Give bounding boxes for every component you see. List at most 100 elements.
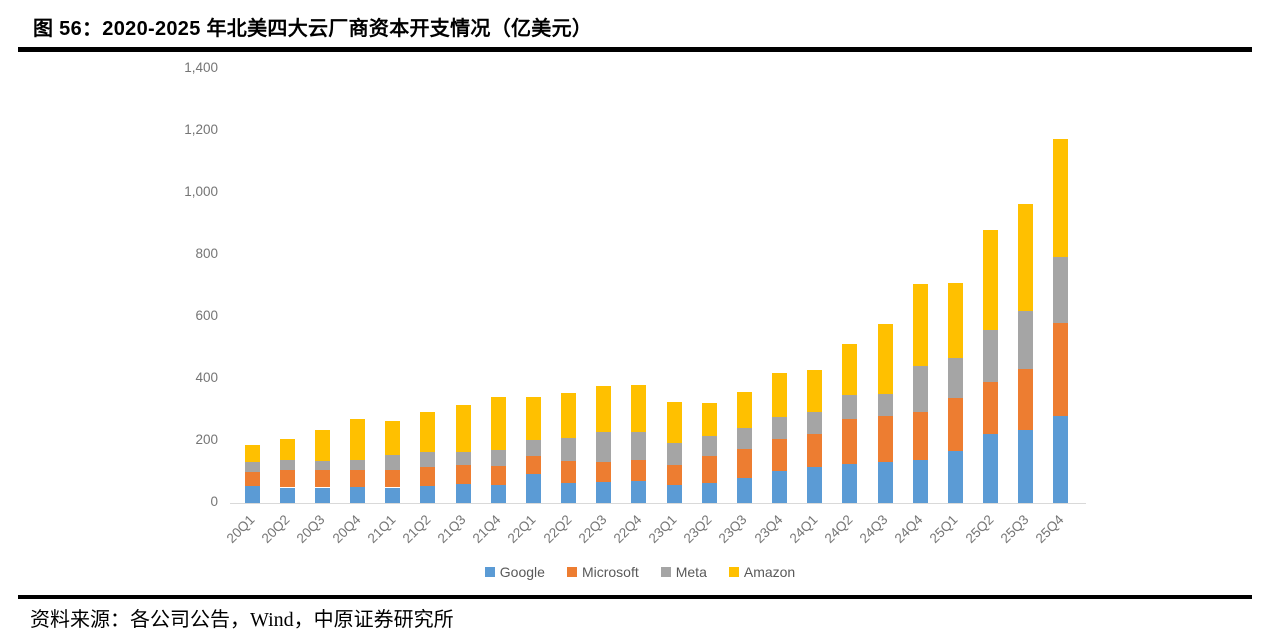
bar-segment-google [772,470,788,503]
bar-segment-amazon [525,397,541,441]
bar-segment-google [561,482,577,503]
bar-segment-amazon [244,444,260,463]
bar-segment-amazon [772,373,788,417]
bar-segment-google [525,473,541,503]
bar-segment-amazon [314,429,330,461]
bar-segment-meta [912,365,928,413]
y-axis-tick-label: 200 [195,432,218,447]
bar-segment-microsoft [912,412,928,461]
bar-segment-meta [596,432,612,462]
bar-segment-google [947,450,963,503]
bar-segment-google [314,487,330,503]
bar-segment-microsoft [701,455,717,484]
bar-segment-meta [842,395,858,420]
legend-item-meta: Meta [660,564,707,580]
bar-segment-meta [772,416,788,440]
legend-label: Microsoft [581,564,639,580]
legend-item-microsoft: Microsoft [566,564,639,580]
bar-segment-meta [1018,310,1034,369]
bar-segment-microsoft [736,449,752,478]
bar-segment-meta [877,393,893,416]
bar-segment-meta [561,437,577,462]
bar-segment-microsoft [596,461,612,482]
bar-segment-meta [490,449,506,466]
bar-segment-amazon [1053,139,1069,258]
y-axis-tick-label: 600 [195,308,218,323]
bar-segment-google [631,480,647,503]
bar-segment-meta [350,459,365,470]
bar-segment-amazon [807,369,823,413]
y-axis-tick-label: 800 [195,246,218,261]
bar-segment-google [877,462,893,503]
bar-segment-amazon [666,402,682,444]
bar-segment-amazon [983,230,999,330]
chart-legend: Google Microsoft Meta Amazon [230,564,1050,580]
bar-segment-microsoft [525,455,541,474]
y-axis-tick-label: 1,200 [184,122,218,137]
bar-segment-google [490,485,506,503]
legend-item-amazon: Amazon [728,564,796,580]
legend-label: Amazon [743,564,796,580]
bar-segment-google [279,487,295,503]
bar-segment-amazon [877,324,893,394]
bar-segment-google [807,466,823,503]
bar-segment-google [912,460,928,503]
y-axis-tick-label: 1,400 [184,60,218,75]
bar-segment-amazon [842,343,858,396]
bar-segment-amazon [596,385,612,433]
bar-segment-microsoft [314,470,330,488]
bar-segment-microsoft [279,470,295,488]
legend-label: Meta [675,564,707,580]
bar-segment-microsoft [983,382,999,435]
figure-title: 图 56：2020-2025 年北美四大云厂商资本开支情况（亿美元） [33,18,593,40]
bar-segment-google [350,486,365,503]
bar-segment-google [842,464,858,503]
bar-segment-meta [736,428,752,450]
bar-segment-google [455,484,471,503]
bar-segment-microsoft [772,439,788,471]
y-axis-tick-label: 1,000 [184,184,218,199]
bar-segment-google [701,483,717,503]
bar-segment-google [1018,430,1034,503]
legend-swatch-amazon [728,567,739,577]
bar-segment-meta [279,460,295,471]
bar-segment-amazon [385,421,401,456]
bar-segment-meta [983,329,999,383]
bar-segment-amazon [631,384,647,433]
bar-segment-meta [314,460,330,471]
bar-segment-amazon [561,392,577,438]
source-note: 资料来源：各公司公告，Wind，中原证券研究所 [30,609,454,631]
bar-segment-meta [947,358,963,399]
bar-segment-meta [420,451,436,467]
bar-segment-microsoft [455,465,471,485]
y-axis-tick-label: 400 [195,370,218,385]
bar-segment-google [736,477,752,503]
bar-segment-google [420,485,436,503]
bar-segment-microsoft [385,469,401,488]
bar-segment-meta [244,462,260,472]
legend-item-google: Google [484,564,545,580]
bar-segment-meta [385,455,401,470]
bar-segment-google [596,481,612,503]
bar-segment-microsoft [350,469,365,487]
bar-segment-amazon [947,282,963,359]
bar-segment-amazon [490,397,506,450]
bar-segment-meta [525,440,541,456]
bar-segment-amazon [420,411,436,452]
bar-segment-microsoft [666,465,682,485]
bar-segment-meta [455,451,471,466]
title-divider [18,47,1252,52]
bar-segment-microsoft [807,433,823,467]
legend-swatch-microsoft [566,567,577,577]
bar-segment-microsoft [947,398,963,451]
bar-segment-amazon [1018,203,1034,311]
bar-segment-microsoft [420,466,436,486]
y-axis-tick-label: 0 [210,494,218,509]
footer-divider [18,595,1252,599]
bar-segment-meta [807,412,823,434]
bar-segment-amazon [701,402,717,437]
bar-segment-microsoft [561,461,577,483]
bar-segment-google [244,486,260,503]
